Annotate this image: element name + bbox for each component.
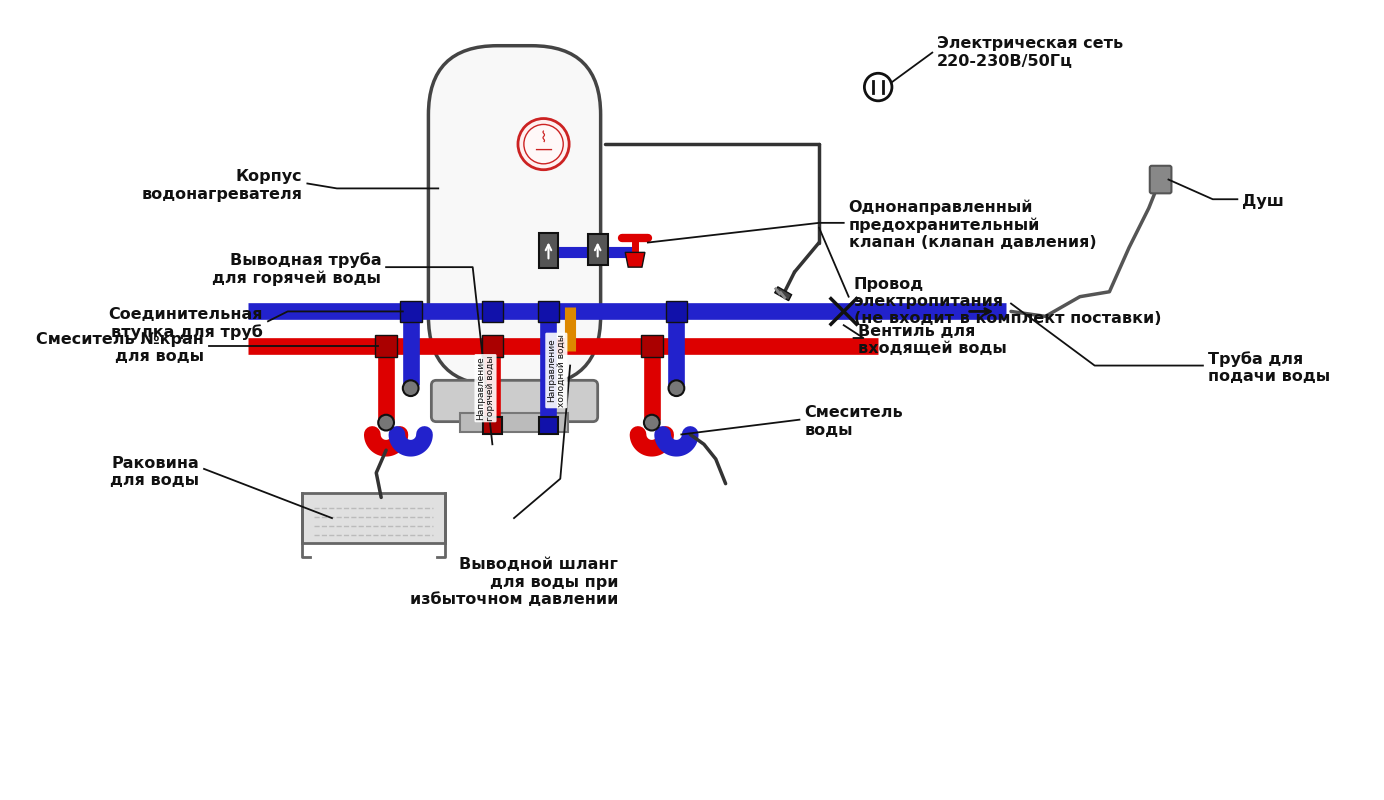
Bar xyxy=(482,335,504,357)
Circle shape xyxy=(518,118,569,170)
Text: Направление
горячей воды: Направление горячей воды xyxy=(476,355,495,421)
Text: Вентиль для
входящей воды: Вентиль для входящей воды xyxy=(858,324,1008,356)
Text: —: — xyxy=(534,140,552,158)
Circle shape xyxy=(644,414,660,430)
Text: Выводной шланг
для воды при
избыточном давлении: Выводной шланг для воды при избыточном д… xyxy=(410,558,619,607)
Text: Труба для
подачи воды: Труба для подачи воды xyxy=(1208,351,1330,384)
Text: Душ: Душ xyxy=(1243,194,1284,209)
Circle shape xyxy=(865,74,891,101)
Text: Однонаправленный
предохранительный
клапан (клапан давления): Однонаправленный предохранительный клапа… xyxy=(848,199,1096,250)
Circle shape xyxy=(378,414,394,430)
Bar xyxy=(482,301,504,322)
Text: Провод
электропитания
(не входит в комплект поставки): Провод электропитания (не входит в компл… xyxy=(854,277,1161,326)
Circle shape xyxy=(403,380,418,396)
Bar xyxy=(375,335,397,357)
Bar xyxy=(588,234,608,265)
Text: ⌇: ⌇ xyxy=(540,130,547,146)
FancyBboxPatch shape xyxy=(1150,166,1171,194)
Text: Корпус
водонагревателя: Корпус водонагревателя xyxy=(141,170,303,202)
Bar xyxy=(537,301,559,322)
Bar xyxy=(538,417,558,434)
FancyBboxPatch shape xyxy=(429,46,601,386)
Bar xyxy=(483,417,502,434)
Text: Электрическая сеть
220-230В/50Гц: Электрическая сеть 220-230В/50Гц xyxy=(937,37,1124,69)
Bar xyxy=(666,301,688,322)
Bar xyxy=(303,494,446,542)
Bar xyxy=(538,233,558,268)
Text: Выводная труба
для горячей воды: Выводная труба для горячей воды xyxy=(212,252,381,286)
Text: Раковина
для воды: Раковина для воды xyxy=(111,456,199,488)
Text: Соединительная
втулка для труб: Соединительная втулка для труб xyxy=(108,306,263,340)
Polygon shape xyxy=(775,287,792,301)
Bar xyxy=(459,413,569,433)
Polygon shape xyxy=(626,252,645,267)
Text: Смеситель №кран
для воды: Смеситель №кран для воды xyxy=(36,332,203,364)
Bar xyxy=(641,335,663,357)
Circle shape xyxy=(668,380,684,396)
FancyBboxPatch shape xyxy=(432,380,598,422)
Bar xyxy=(400,301,422,322)
Text: Направление
холодной воды: Направление холодной воды xyxy=(547,334,566,407)
Text: Смеситель
воды: Смеситель воды xyxy=(804,406,904,438)
Circle shape xyxy=(525,125,563,164)
